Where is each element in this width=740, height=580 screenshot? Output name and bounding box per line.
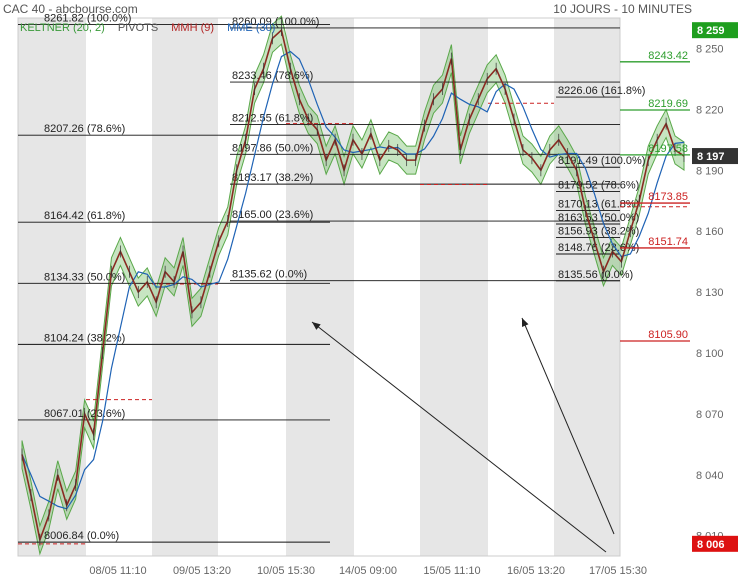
legend-keltner[interactable]: KELTNER (20, 2) bbox=[20, 22, 105, 34]
y-tick-label: 8 220 bbox=[696, 104, 724, 116]
fib-level-label: 8197.86 (50.0%) bbox=[232, 142, 313, 154]
x-tick-label: 08/05 11:10 bbox=[89, 565, 146, 577]
price-level-label: 8105.90 bbox=[648, 329, 688, 341]
fib-level-label: 8135.62 (0.0%) bbox=[232, 269, 307, 281]
fib-level-label: 8156.93 (38.2%) bbox=[558, 225, 639, 237]
arrow-line bbox=[311, 321, 607, 553]
fib-level-label: 8233.46 (78.6%) bbox=[232, 70, 313, 82]
legend-pivots[interactable]: PIVOTS bbox=[117, 22, 159, 34]
legend-mmh[interactable]: MMH (9) bbox=[171, 22, 215, 34]
y-tick-label: 8 040 bbox=[696, 470, 724, 482]
grid bbox=[17, 17, 621, 557]
price-series bbox=[21, 24, 685, 546]
session-band bbox=[554, 18, 620, 556]
fib-level-label: 8164.42 (61.8%) bbox=[44, 210, 125, 222]
mme-line bbox=[21, 50, 685, 510]
chart-period: 10 JOURS - 10 MINUTES bbox=[553, 2, 692, 16]
annotation-arrows bbox=[311, 317, 615, 553]
y-tick-label: 8 070 bbox=[696, 409, 724, 421]
price-badge bbox=[692, 148, 738, 165]
legend: KELTNER (20, 2) PIVOTS MMH (9) MME (30) bbox=[20, 22, 285, 34]
price-badge-label: 8 259 bbox=[697, 25, 725, 37]
price-level-label: 8151.74 bbox=[648, 236, 688, 248]
fib-level-label: 8226.06 (161.8%) bbox=[558, 85, 645, 97]
fibonacci-levels: 8261.82 (100.0%) 8207.26 (78.6%) 8164.42 (… bbox=[18, 12, 645, 543]
x-tick-label: 10/05 15:30 bbox=[257, 565, 315, 577]
price-level-label: 8219.69 bbox=[648, 98, 688, 110]
y-tick-label: 8 190 bbox=[696, 165, 724, 177]
chart-title: CAC 40 - abcbourse.com bbox=[3, 2, 138, 16]
fib-level-label: 8261.82 (100.0%) bbox=[44, 12, 131, 24]
fib-level-label: 8207.26 (78.6%) bbox=[44, 123, 125, 135]
fib-level-label: 8260.09 (100.0%) bbox=[232, 16, 319, 28]
fib-level-label: 8104.24 (38.2%) bbox=[44, 332, 125, 344]
arrow-head bbox=[522, 318, 529, 327]
price-badge-label: 8 197 bbox=[697, 151, 725, 163]
price-level-label: 8243.42 bbox=[648, 50, 688, 62]
fib-level-label: 8212.55 (61.8%) bbox=[232, 112, 313, 124]
price-level-label: 8173.85 bbox=[648, 191, 688, 203]
price-badge-label: 8 006 bbox=[697, 539, 725, 551]
plot-frame bbox=[17, 17, 621, 557]
session-bands bbox=[18, 18, 620, 556]
arrow-line bbox=[521, 317, 615, 535]
fib-level-label: 8135.56 (0.0%) bbox=[558, 269, 633, 281]
x-tick-label: 14/05 09:00 bbox=[339, 565, 397, 577]
arrow-head bbox=[312, 322, 321, 330]
x-tick-label: 17/05 15:30 bbox=[589, 565, 647, 577]
y-tick-label: 8 250 bbox=[696, 43, 724, 55]
price-badge bbox=[692, 535, 738, 552]
fib-level-label: 8183.17 (38.2%) bbox=[232, 172, 313, 184]
x-tick-label: 16/05 13:20 bbox=[507, 565, 565, 577]
x-axis: 08/05 11:10 09/05 13:20 10/05 15:30 14/05 0… bbox=[89, 565, 647, 577]
price-levels: 8243.42 8219.69 8197.58 8173.85 8151.74 8105.… bbox=[620, 22, 738, 552]
fib-level-label: 8170.13 (61.8%) bbox=[558, 199, 639, 211]
y-tick-label: 8 130 bbox=[696, 287, 724, 299]
price-badge bbox=[692, 22, 738, 39]
fib-level-label: 8006.84 (0.0%) bbox=[44, 530, 119, 542]
x-tick-label: 15/05 11:10 bbox=[423, 565, 480, 577]
session-band bbox=[18, 18, 86, 556]
x-tick-label: 09/05 13:20 bbox=[173, 565, 231, 577]
fib-level-label: 8148.76 (23.6%) bbox=[558, 242, 639, 254]
y-tick-label: 8 100 bbox=[696, 348, 724, 360]
price-level-label: 8197.58 bbox=[648, 143, 688, 155]
legend-mme[interactable]: MME (30) bbox=[227, 22, 276, 34]
fib-level-label: 8165.00 (23.6%) bbox=[232, 209, 313, 221]
y-tick-label: 8 160 bbox=[696, 226, 724, 238]
fib-level-label: 8134.33 (50.0%) bbox=[44, 271, 125, 283]
fib-level-label: 8179.52 (78.6%) bbox=[558, 180, 639, 192]
fib-level-label: 8163.53 (50.0%) bbox=[558, 212, 639, 224]
